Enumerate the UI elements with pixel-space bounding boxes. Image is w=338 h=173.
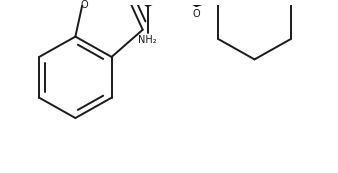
Text: O: O bbox=[80, 0, 88, 10]
Text: NH₂: NH₂ bbox=[138, 35, 157, 45]
Text: O: O bbox=[193, 9, 200, 19]
